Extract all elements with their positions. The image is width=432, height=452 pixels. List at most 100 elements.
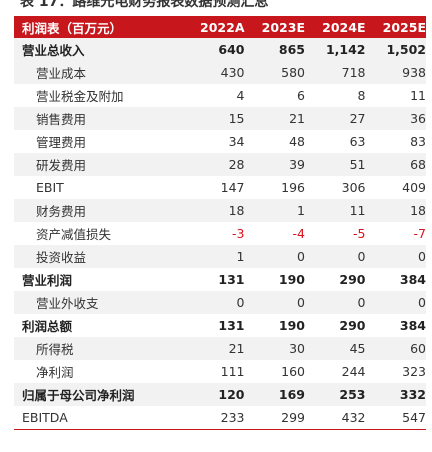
row-value: 547: [402, 410, 426, 425]
row-value: 1,142: [325, 42, 366, 57]
row-value: 1: [297, 203, 305, 218]
row-value: 718: [341, 65, 366, 80]
row-label: EBIT: [36, 180, 64, 195]
row-value: 430: [220, 65, 245, 80]
row-value: 131: [218, 318, 245, 333]
row-value: 18: [228, 203, 245, 218]
table-row: 利润总额 131 190 290 384: [14, 314, 426, 337]
row-value: 48: [289, 134, 305, 149]
row-value: 409: [402, 180, 426, 195]
row-value: 0: [357, 295, 366, 310]
row-value: -5: [353, 226, 366, 241]
row-value: 384: [399, 318, 426, 333]
row-value: 865: [278, 42, 305, 57]
table-row: 营业税金及附加 4 6 8 11: [14, 84, 426, 107]
table-title: 表 17：路维光电财务报表数据预测汇总: [20, 0, 269, 10]
row-label: 所得税: [36, 342, 74, 357]
row-value: 0: [357, 249, 366, 264]
table-row: 营业成本 430 580 718 938: [14, 61, 426, 84]
row-value: 68: [410, 157, 426, 172]
row-value: 253: [339, 387, 366, 402]
row-value: 11: [349, 203, 366, 218]
row-value: 0: [297, 249, 305, 264]
row-value: 18: [410, 203, 426, 218]
row-value: 36: [410, 111, 426, 126]
header-year: 2023E: [261, 19, 305, 35]
row-value: 190: [278, 272, 305, 287]
row-value: 45: [349, 341, 366, 356]
row-label: 营业成本: [36, 66, 87, 81]
row-value: 8: [357, 88, 366, 103]
row-value: 21: [228, 341, 245, 356]
row-value: 60: [410, 341, 426, 356]
row-value: 51: [349, 157, 366, 172]
row-value: 0: [418, 295, 426, 310]
header-year: 2024E: [322, 19, 366, 35]
row-label: 营业利润: [22, 273, 73, 288]
row-label: 净利润: [36, 365, 74, 380]
row-value: 640: [218, 42, 245, 57]
row-label: 研发费用: [36, 158, 87, 173]
row-value: -3: [232, 226, 245, 241]
row-value: 6: [297, 88, 305, 103]
table-row: 财务费用 18 1 11 18: [14, 199, 426, 222]
row-label: 营业外收支: [36, 296, 99, 311]
row-label: 管理费用: [36, 135, 87, 150]
row-value: 21: [289, 111, 305, 126]
row-value: 39: [289, 157, 305, 172]
row-value: 0: [418, 249, 426, 264]
table-row: 资产减值损失 -3 -4 -5 -7: [14, 222, 426, 245]
row-value: 306: [341, 180, 366, 195]
row-value: 384: [399, 272, 426, 287]
row-value: 244: [341, 364, 366, 379]
row-value: 27: [349, 111, 366, 126]
row-value: 15: [228, 111, 245, 126]
row-label: 资产减值损失: [36, 227, 112, 242]
row-value: 233: [220, 410, 245, 425]
row-value: 169: [278, 387, 305, 402]
table-row: 销售费用 15 21 27 36: [14, 107, 426, 130]
income-statement-table: 利润表（百万元） 2022A 2023E 2024E 2025E 营业总收入 64…: [14, 16, 426, 430]
table-row: 营业总收入 640 865 1,142 1,502: [14, 38, 426, 61]
row-value: 160: [281, 364, 305, 379]
row-label: 营业总收入: [22, 43, 85, 58]
row-value: 11: [410, 88, 426, 103]
table-row: 营业利润 131 190 290 384: [14, 268, 426, 291]
row-label: EBITDA: [22, 410, 68, 425]
row-value: -7: [413, 226, 426, 241]
row-value: 1,502: [386, 42, 426, 57]
row-value: -4: [292, 226, 305, 241]
row-value: 28: [228, 157, 245, 172]
header-label: 利润表（百万元）: [22, 20, 123, 36]
row-value: 131: [218, 272, 245, 287]
table-row: 净利润 111 160 244 323: [14, 360, 426, 383]
row-value: 0: [236, 295, 245, 310]
table-row: 所得税 21 30 45 60: [14, 337, 426, 360]
row-value: 580: [281, 65, 305, 80]
row-value: 196: [281, 180, 305, 195]
table-row: 投资收益 1 0 0 0: [14, 245, 426, 268]
table-row: EBIT 147 196 306 409: [14, 176, 426, 199]
row-value: 332: [399, 387, 426, 402]
row-value: 432: [341, 410, 366, 425]
row-label: 销售费用: [36, 112, 87, 127]
table-row: 归属于母公司净利润 120 169 253 332: [14, 383, 426, 406]
header-year: 2025E: [382, 19, 426, 35]
row-label: 利润总额: [22, 319, 73, 334]
table-header: 利润表（百万元） 2022A 2023E 2024E 2025E: [14, 16, 426, 38]
row-value: 111: [220, 364, 245, 379]
row-value: 1: [236, 249, 245, 264]
row-label: 归属于母公司净利润: [22, 388, 135, 403]
row-value: 323: [402, 364, 426, 379]
row-value: 120: [218, 387, 245, 402]
table-row: 管理费用 34 48 63 83: [14, 130, 426, 153]
row-value: 34: [228, 134, 245, 149]
row-value: 4: [236, 88, 245, 103]
row-value: 290: [339, 272, 366, 287]
table-body: 营业总收入 640 865 1,142 1,502 营业成本 430 580 718 938 营业税…: [14, 38, 426, 430]
row-label: 投资收益: [36, 250, 87, 265]
row-value: 290: [339, 318, 366, 333]
row-label: 财务费用: [36, 204, 87, 219]
row-label: 营业税金及附加: [36, 89, 124, 104]
